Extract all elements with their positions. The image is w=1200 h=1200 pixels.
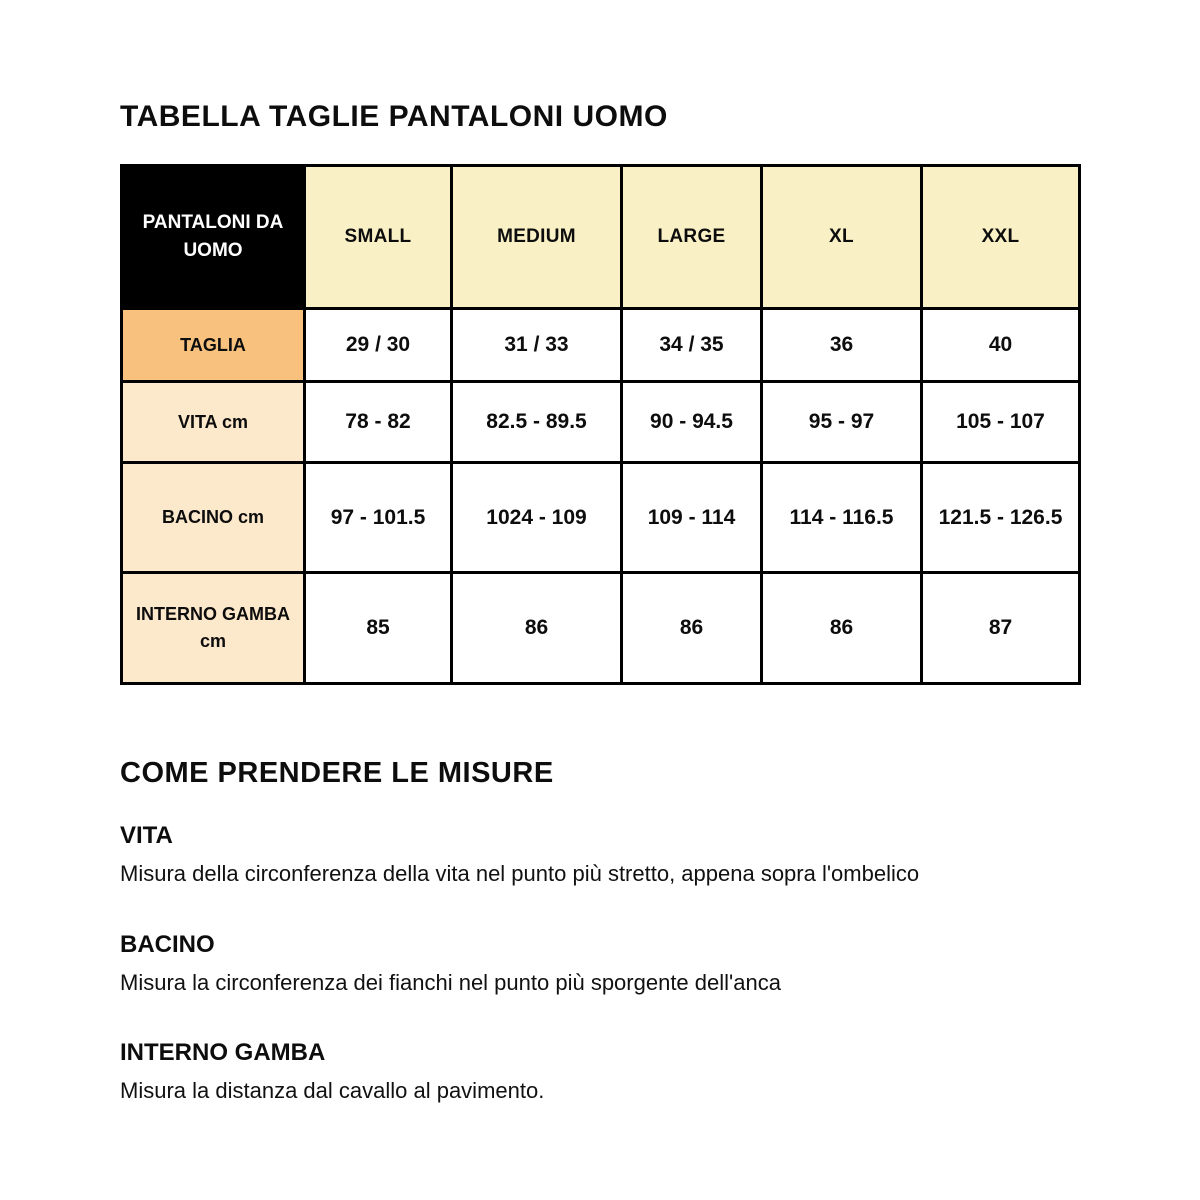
- table-row-vita: VITA cm 78 - 82 82.5 - 89.5 90 - 94.5 95…: [120, 380, 1081, 464]
- value-cell: 78 - 82: [303, 380, 453, 464]
- measure-section-heading: COME PRENDERE LE MISURE: [120, 757, 554, 789]
- page-title: TABELLA TAGLIE PANTALONI UOMO: [120, 100, 668, 133]
- measure-item-vita: VITA Misura della circonferenza della vi…: [120, 822, 1078, 889]
- size-chart-table: PANTALONI DA UOMO SMALL MEDIUM LARGE XL …: [120, 164, 1081, 685]
- value-cell: 1024 - 109: [450, 461, 623, 574]
- value-cell: 40: [920, 307, 1081, 383]
- value-cell: 121.5 - 126.5: [920, 461, 1081, 574]
- measure-item-title: INTERNO GAMBA: [120, 1039, 326, 1067]
- table-row-interno-gamba: INTERNO GAMBA cm 85 86 86 86 87: [120, 571, 1081, 685]
- col-header-medium: MEDIUM: [450, 164, 623, 310]
- value-cell: 31 / 33: [450, 307, 623, 383]
- measure-item-text: Misura la circonferenza dei fianchi nel …: [120, 969, 781, 995]
- value-cell: 29 / 30: [303, 307, 453, 383]
- table-header-row: PANTALONI DA UOMO SMALL MEDIUM LARGE XL …: [120, 164, 1081, 310]
- value-cell: 109 - 114: [620, 461, 763, 574]
- col-header-xl: XL: [760, 164, 923, 310]
- col-header-large: LARGE: [620, 164, 763, 310]
- value-cell: 95 - 97: [760, 380, 923, 464]
- measure-item-title: BACINO: [120, 930, 215, 958]
- value-cell: 36: [760, 307, 923, 383]
- row-label-interno-gamba: INTERNO GAMBA cm: [120, 571, 306, 685]
- value-cell: 86: [450, 571, 623, 685]
- col-header-xxl: XXL: [920, 164, 1081, 310]
- value-cell: 90 - 94.5: [620, 380, 763, 464]
- value-cell: 114 - 116.5: [760, 461, 923, 574]
- col-header-small: SMALL: [303, 164, 453, 310]
- measure-item-bacino: BACINO Misura la circonferenza dei fianc…: [120, 931, 1078, 998]
- value-cell: 105 - 107: [920, 380, 1081, 464]
- value-cell: 86: [760, 571, 923, 685]
- measure-instructions-section: COME PRENDERE LE MISURE VITA Misura dell…: [120, 757, 1078, 1106]
- row-label-taglia: TAGLIA: [120, 307, 306, 383]
- value-cell: 87: [920, 571, 1081, 685]
- table-row-taglia: TAGLIA 29 / 30 31 / 33 34 / 35 36 40: [120, 307, 1081, 383]
- measure-item-text: Misura la distanza dal cavallo al pavime…: [120, 1078, 545, 1104]
- value-cell: 34 / 35: [620, 307, 763, 383]
- value-cell: 86: [620, 571, 763, 685]
- measure-item-interno-gamba: INTERNO GAMBA Misura la distanza dal cav…: [120, 1039, 1078, 1106]
- measure-item-text: Misura della circonferenza della vita ne…: [120, 861, 920, 886]
- measure-item-title: VITA: [120, 822, 173, 849]
- row-label-vita: VITA cm: [120, 380, 306, 464]
- row-label-bacino: BACINO cm: [120, 461, 306, 574]
- value-cell: 85: [303, 571, 453, 685]
- corner-cell: PANTALONI DA UOMO: [120, 164, 306, 310]
- value-cell: 82.5 - 89.5: [450, 380, 623, 464]
- table-row-bacino: BACINO cm 97 - 101.5 1024 - 109 109 - 11…: [120, 461, 1081, 574]
- value-cell: 97 - 101.5: [303, 461, 453, 574]
